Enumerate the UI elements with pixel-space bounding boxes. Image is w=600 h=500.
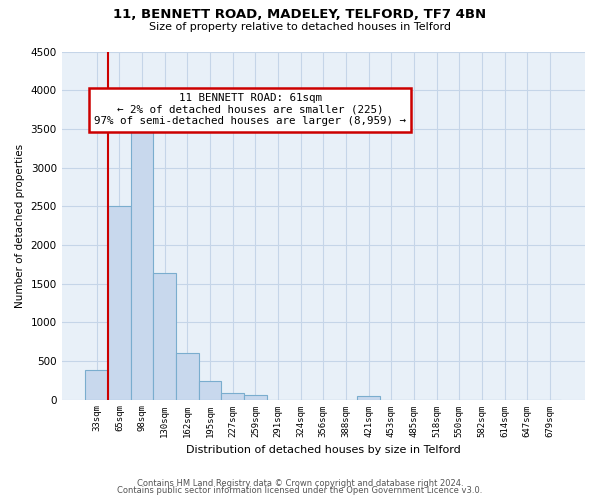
Y-axis label: Number of detached properties: Number of detached properties xyxy=(15,144,25,308)
Bar xyxy=(85,370,108,400)
Text: 11 BENNETT ROAD: 61sqm
← 2% of detached houses are smaller (225)
97% of semi-det: 11 BENNETT ROAD: 61sqm ← 2% of detached … xyxy=(94,94,406,126)
Bar xyxy=(244,396,266,400)
Bar xyxy=(199,381,221,400)
Text: Size of property relative to detached houses in Telford: Size of property relative to detached ho… xyxy=(149,22,451,32)
X-axis label: Distribution of detached houses by size in Telford: Distribution of detached houses by size … xyxy=(186,445,461,455)
Bar xyxy=(358,396,380,400)
Text: 11, BENNETT ROAD, MADELEY, TELFORD, TF7 4BN: 11, BENNETT ROAD, MADELEY, TELFORD, TF7 … xyxy=(113,8,487,20)
Text: Contains public sector information licensed under the Open Government Licence v3: Contains public sector information licen… xyxy=(118,486,482,495)
Text: Contains HM Land Registry data © Crown copyright and database right 2024.: Contains HM Land Registry data © Crown c… xyxy=(137,478,463,488)
Bar xyxy=(154,272,176,400)
Bar xyxy=(108,206,131,400)
Bar xyxy=(221,392,244,400)
Bar xyxy=(131,112,154,400)
Bar xyxy=(176,353,199,400)
